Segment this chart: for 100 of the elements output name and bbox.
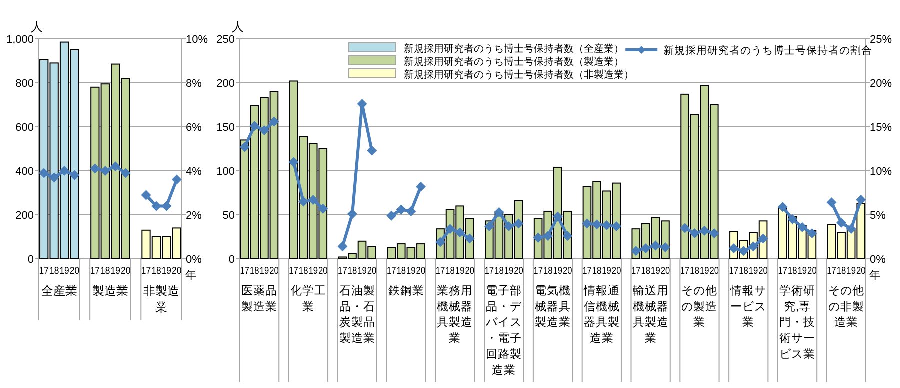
point <box>748 242 759 252</box>
x-tick-label: 17 <box>436 266 447 277</box>
point <box>141 190 152 200</box>
x-tick-label: 18 <box>592 266 604 277</box>
point <box>288 157 299 168</box>
text: 業務用機械器具製造業 <box>437 284 474 346</box>
y-tick-label: 0 <box>28 254 34 266</box>
y2-tick-label: 0% <box>870 254 886 266</box>
text: 石油製品・石炭製品製造業 <box>339 284 376 346</box>
y2-tick-label: 15% <box>870 122 892 134</box>
x-tick-label: 20 <box>660 266 672 277</box>
point <box>797 222 808 232</box>
point <box>640 243 651 254</box>
y2-tick-label: 2% <box>186 210 202 222</box>
legend-label: 新規採用研究者のうち博士号保持者数（非製造業） <box>404 69 634 81</box>
x-tick-label: 20 <box>172 266 184 277</box>
point <box>836 218 847 228</box>
point <box>39 168 50 178</box>
point <box>631 246 642 256</box>
x-tick-label: 19 <box>358 266 369 277</box>
point <box>445 224 456 234</box>
y-tick-label: 200 <box>16 210 34 222</box>
x-tick-label: 17 <box>39 266 50 277</box>
x-tick-label: 19 <box>110 266 122 277</box>
point <box>151 201 162 212</box>
point <box>250 121 260 132</box>
text: 製造業 <box>92 284 128 298</box>
x-tick-label: 18 <box>494 266 506 277</box>
x-tick-label: 17 <box>680 266 692 277</box>
point <box>484 221 494 232</box>
y-tick-label: 50 <box>222 210 235 222</box>
y-tick-label: 600 <box>16 122 34 134</box>
x-tick-label: 18 <box>739 266 750 277</box>
x-tick-label: 18 <box>250 266 262 277</box>
y-tick-label: 800 <box>16 78 34 90</box>
point <box>367 146 378 156</box>
x-tick-label: 18 <box>298 266 310 277</box>
y-tick-label: 200 <box>216 78 235 90</box>
point <box>846 224 856 234</box>
x-axis-title: 年 <box>186 270 196 282</box>
point <box>338 242 348 252</box>
y-tick-label: 100 <box>216 166 235 178</box>
x-tick-label: 20 <box>367 266 379 277</box>
x-tick-label: 19 <box>60 266 71 277</box>
point <box>514 218 524 229</box>
y2-tick-label: 25% <box>870 34 892 46</box>
point <box>758 234 768 244</box>
x-axis-title: 年 <box>870 270 880 282</box>
point <box>543 231 554 242</box>
text: 輸送用機械器具製造業 <box>632 284 669 346</box>
point <box>592 220 602 230</box>
text: 情報サービス業 <box>730 284 767 330</box>
x-tick-label: 17 <box>338 266 350 277</box>
x-tick-label: 19 <box>162 266 173 277</box>
text: 学術研究,専門・技術サービス業 <box>780 284 816 361</box>
x-tick-label: 19 <box>455 266 467 277</box>
text: その他の非製造業 <box>828 284 864 330</box>
x-tick-label: 20 <box>416 266 428 277</box>
x-tick-label: 20 <box>318 266 330 277</box>
x-tick-label: 17 <box>729 266 740 277</box>
point <box>612 221 622 232</box>
x-tick-label: 17 <box>827 266 838 277</box>
point <box>60 166 70 176</box>
point <box>464 234 475 244</box>
point <box>406 206 416 216</box>
x-tick-label: 19 <box>553 266 564 277</box>
y2-tick-label: 10% <box>870 166 892 178</box>
text: 情報通信機械器具製造業 <box>582 284 620 346</box>
point <box>562 231 573 242</box>
x-tick-label: 19 <box>651 266 662 277</box>
y2-tick-label: 8% <box>186 78 202 90</box>
x-tick-label: 20 <box>808 266 819 277</box>
x-tick-label: 18 <box>690 266 702 277</box>
text: 非製造業 <box>144 284 180 315</box>
point <box>70 170 80 180</box>
x-tick-label: 18 <box>641 266 652 277</box>
y-tick-label: 250 <box>216 34 235 46</box>
x-tick-label: 19 <box>798 266 809 277</box>
x-tick-label: 18 <box>396 266 408 277</box>
point <box>650 240 661 251</box>
x-tick-label: 20 <box>563 266 574 277</box>
x-tick-label: 20 <box>465 266 476 277</box>
x-tick-label: 17 <box>386 266 398 277</box>
y2-tick-label: 4% <box>186 166 202 178</box>
y-tick-label: 150 <box>216 122 235 134</box>
point <box>700 226 710 236</box>
x-tick-label: 19 <box>308 266 320 277</box>
x-tick-label: 19 <box>748 266 760 277</box>
text: 電子部品・デバイス・電子回路製造業 <box>485 284 524 377</box>
text: 全産業 <box>41 284 78 298</box>
x-tick-label: 20 <box>514 266 526 277</box>
x-tick-label: 18 <box>348 266 359 277</box>
x-tick-label: 17 <box>141 266 153 277</box>
text: 鉄鋼業 <box>388 284 424 298</box>
point <box>552 212 563 222</box>
point <box>347 209 358 220</box>
x-tick-label: 20 <box>70 266 82 277</box>
point <box>690 228 700 238</box>
x-tick-label: 19 <box>700 266 712 277</box>
point <box>318 204 328 214</box>
